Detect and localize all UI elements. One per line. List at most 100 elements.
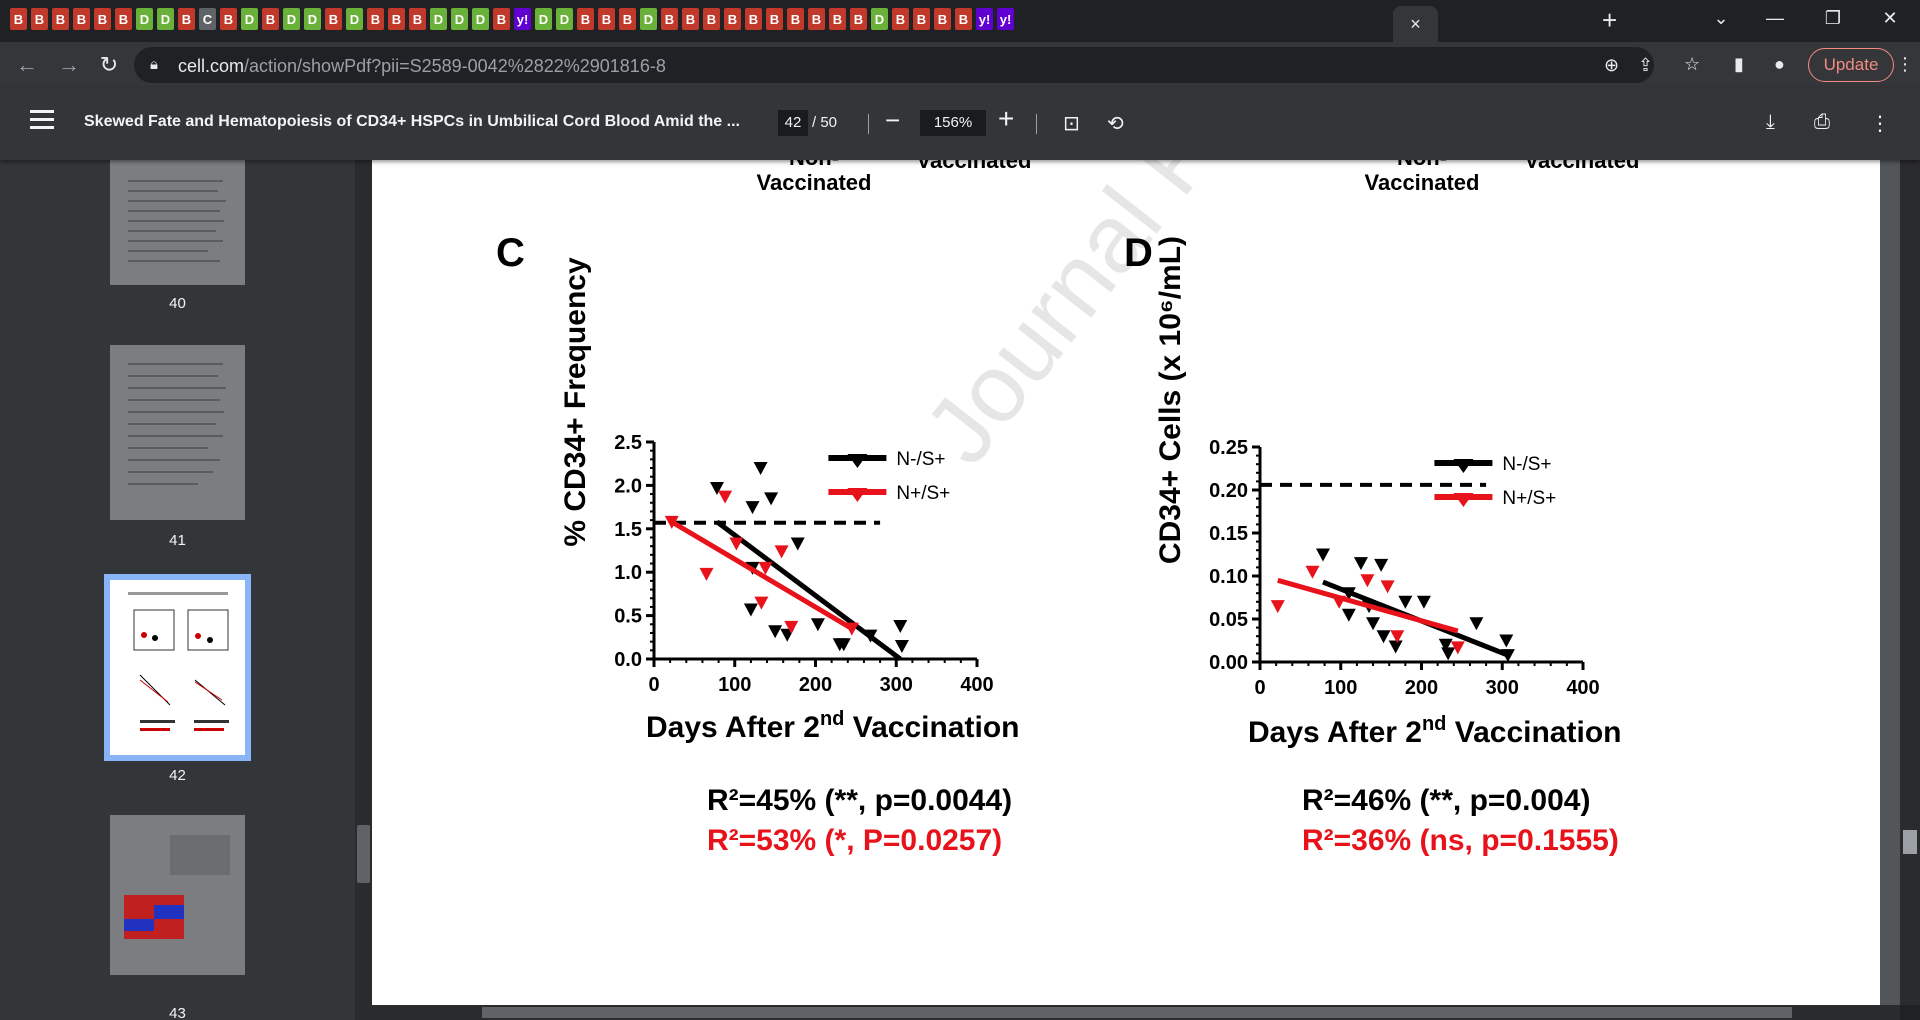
profile-icon[interactable]: ● <box>1774 54 1785 74</box>
page-number-input[interactable]: 42 <box>778 110 808 136</box>
tab-favicon[interactable]: B <box>52 8 69 30</box>
tab-favicon[interactable]: B <box>724 8 741 30</box>
tab-favicon[interactable]: D <box>283 8 300 30</box>
tab-favicon[interactable]: B <box>367 8 384 30</box>
tab-favicon[interactable]: B <box>850 8 867 30</box>
zoom-icon[interactable]: ⊕ <box>1604 55 1620 75</box>
zoom-level-input[interactable]: 156% <box>920 110 986 136</box>
restore-icon[interactable]: ❐ <box>1824 8 1842 28</box>
tab-close-icon[interactable]: × <box>1410 13 1421 34</box>
pdf-more-icon[interactable]: ⋮ <box>1870 113 1890 135</box>
sidebar-scrollbar[interactable] <box>355 160 372 1020</box>
tab-favicon[interactable]: B <box>493 8 510 30</box>
tab-favicon[interactable]: D <box>157 8 174 30</box>
tab-favicon[interactable]: D <box>241 8 258 30</box>
thumbnail-page-41[interactable] <box>110 345 245 520</box>
tab-favicon[interactable]: B <box>178 8 195 30</box>
tab-favicon[interactable]: B <box>934 8 951 30</box>
tab-favicon[interactable]: B <box>913 8 930 30</box>
side-panel-icon[interactable]: ▮ <box>1734 54 1744 74</box>
tab-favicon[interactable]: B <box>598 8 615 30</box>
tab-favicon[interactable]: D <box>136 8 153 30</box>
tab-favicon[interactable]: B <box>892 8 909 30</box>
lock-icon[interactable]: 🔒︎ <box>150 56 158 73</box>
tab-favicon[interactable]: B <box>388 8 405 30</box>
top-label: Non- <box>1397 160 1447 170</box>
pdf-viewport[interactable]: Non- Vaccinated Vaccinated Non- Vaccinat… <box>372 160 1900 1005</box>
tab-favicon[interactable]: B <box>829 8 846 30</box>
download-icon[interactable]: ⤓ <box>1766 111 1775 133</box>
vertical-scrollbar[interactable] <box>1900 160 1920 1005</box>
minimize-icon[interactable]: — <box>1766 8 1784 28</box>
active-tab[interactable]: × <box>1393 6 1438 42</box>
tab-favicon[interactable]: C <box>199 8 216 30</box>
chrome-menu-icon[interactable]: ⋮ <box>1896 54 1914 74</box>
print-icon[interactable]: ⎙ <box>1814 111 1830 133</box>
x-axis-label: Days After 2nd Vaccination <box>1248 713 1621 749</box>
tab-favicon[interactable]: B <box>787 8 804 30</box>
sidebar-scroll-thumb[interactable] <box>357 825 370 883</box>
tab-favicon[interactable]: B <box>262 8 279 30</box>
zoom-out-button[interactable]: − <box>885 105 901 135</box>
tab-favicon[interactable]: B <box>10 8 27 30</box>
tab-favicon[interactable]: B <box>73 8 90 30</box>
x-tick-label: 100 <box>1324 677 1357 699</box>
tab-favicon[interactable]: B <box>619 8 636 30</box>
menu-icon[interactable] <box>30 110 54 129</box>
thumbnail-page-43[interactable] <box>110 815 245 975</box>
tab-favicon[interactable]: D <box>430 8 447 30</box>
tab-favicon[interactable]: B <box>682 8 699 30</box>
y-tick-label: 0.0 <box>614 649 642 671</box>
new-tab-button[interactable]: + <box>1602 5 1618 35</box>
tab-favicon[interactable]: D <box>346 8 363 30</box>
y-tick-label: 0.05 <box>1209 609 1248 631</box>
tab-favicon[interactable]: y! <box>976 8 993 30</box>
vertical-scroll-thumb[interactable] <box>1903 830 1917 854</box>
tab-favicon[interactable]: B <box>94 8 111 30</box>
reload-icon[interactable]: ↻ <box>99 52 119 77</box>
share-icon[interactable]: ⇪ <box>1638 55 1654 75</box>
fit-page-icon[interactable]: ⊡ <box>1063 113 1080 135</box>
watermark: Journal P <box>904 160 1238 483</box>
tab-favicon[interactable]: D <box>640 8 657 30</box>
close-window-icon[interactable]: ✕ <box>1882 8 1898 28</box>
horizontal-scrollbar[interactable] <box>372 1005 1900 1020</box>
data-point <box>1469 617 1484 631</box>
tab-favicon[interactable]: y! <box>514 8 531 30</box>
tab-favicon[interactable]: B <box>31 8 48 30</box>
bookmark-star-icon[interactable]: ☆ <box>1684 54 1701 74</box>
tab-favicon[interactable]: B <box>577 8 594 30</box>
tab-favicon[interactable]: D <box>451 8 468 30</box>
update-button[interactable]: Update <box>1808 48 1894 82</box>
tab-favicon[interactable]: D <box>472 8 489 30</box>
tab-favicon[interactable]: D <box>871 8 888 30</box>
tab-favicon[interactable]: y! <box>997 8 1014 30</box>
tab-favicon[interactable]: B <box>409 8 426 30</box>
tab-favicon[interactable]: D <box>535 8 552 30</box>
tab-favicon[interactable]: B <box>745 8 762 30</box>
address-bar[interactable]: 🔒︎ cell.com/action/showPdf?pii=S2589-004… <box>134 47 1654 83</box>
stat-red: R²=53% (*, P=0.0257) <box>707 824 1002 857</box>
y-tick-label: 1.5 <box>614 519 642 541</box>
data-point <box>836 638 851 652</box>
tab-favicon[interactable]: B <box>703 8 720 30</box>
horizontal-scroll-thumb[interactable] <box>482 1007 1792 1018</box>
tab-favicon[interactable]: B <box>808 8 825 30</box>
tab-favicon[interactable]: D <box>304 8 321 30</box>
x-tick-label: 400 <box>1566 677 1599 699</box>
tab-search-icon[interactable]: ⌄ <box>1713 8 1729 28</box>
tab-favicon[interactable]: B <box>115 8 132 30</box>
tab-favicon[interactable]: B <box>955 8 972 30</box>
panel-letter: C <box>496 231 525 275</box>
forward-icon[interactable]: → <box>58 52 80 77</box>
back-icon[interactable]: ← <box>16 52 38 77</box>
tab-favicon[interactable]: B <box>220 8 237 30</box>
zoom-in-button[interactable]: + <box>998 103 1015 134</box>
tab-favicon[interactable]: D <box>556 8 573 30</box>
thumbnail-page-42[interactable] <box>104 574 251 761</box>
tab-favicon[interactable]: B <box>766 8 783 30</box>
tab-favicon[interactable]: B <box>325 8 342 30</box>
tab-favicon[interactable]: B <box>661 8 678 30</box>
thumbnail-page-40[interactable] <box>110 160 245 285</box>
rotate-icon[interactable]: ⟲ <box>1107 113 1124 135</box>
